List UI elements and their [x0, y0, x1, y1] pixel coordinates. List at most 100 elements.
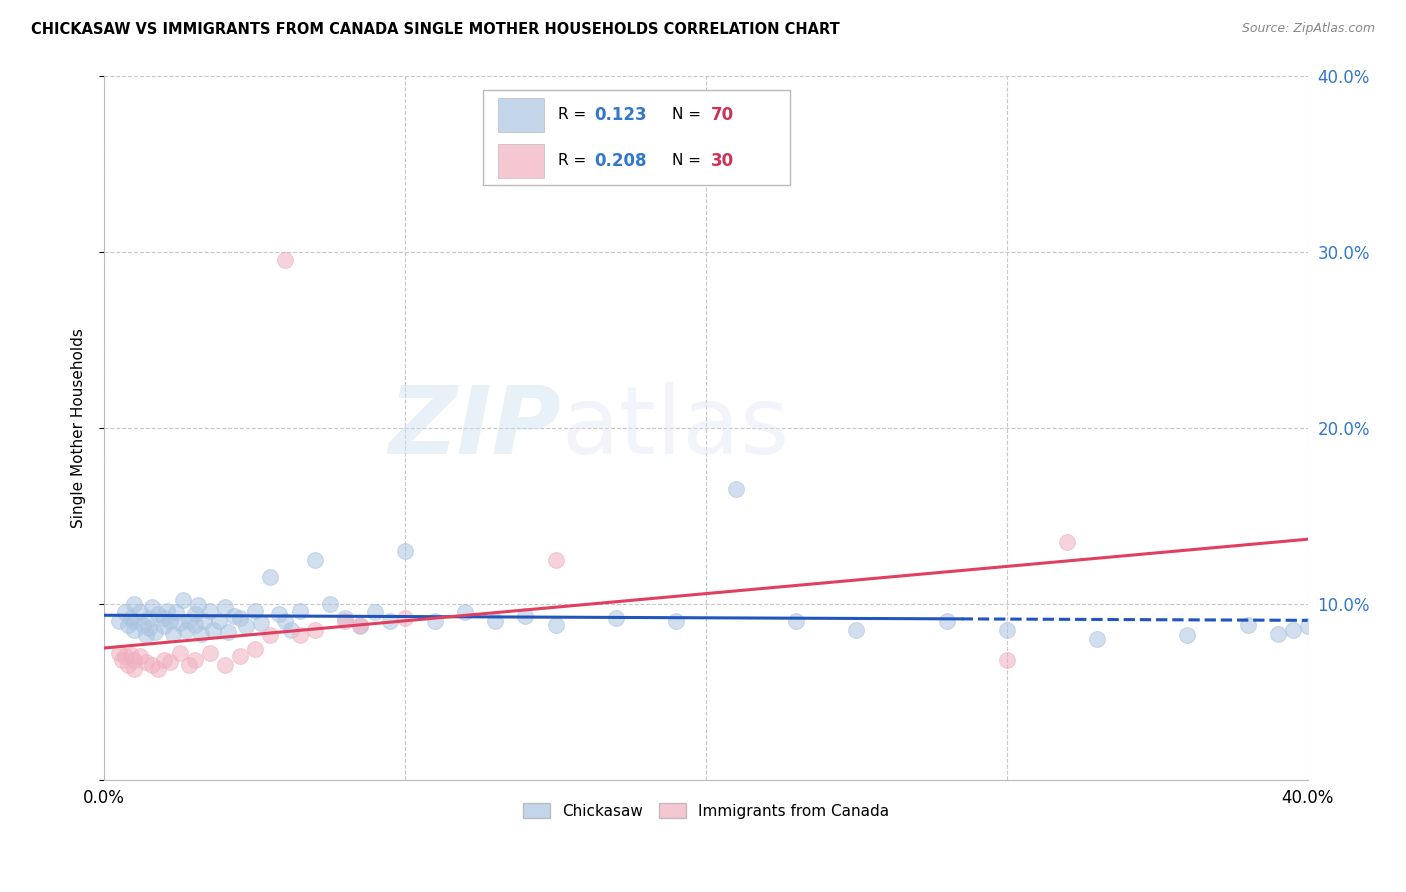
Point	[153, 619, 176, 633]
Point	[148, 662, 170, 676]
Point	[217, 624, 239, 639]
Point	[124, 653, 146, 667]
Point	[124, 597, 146, 611]
Point	[378, 614, 401, 628]
Point	[304, 552, 326, 566]
Point	[259, 628, 281, 642]
Point	[108, 646, 131, 660]
Point	[259, 570, 281, 584]
Text: 0.208: 0.208	[595, 152, 647, 169]
Legend: Chickasaw, Immigrants from Canada: Chickasaw, Immigrants from Canada	[516, 797, 896, 825]
Point	[120, 648, 142, 662]
Point	[243, 642, 266, 657]
Point	[129, 606, 152, 620]
Text: 70: 70	[711, 106, 734, 124]
Text: R =: R =	[558, 153, 591, 169]
Point	[785, 614, 807, 628]
Point	[159, 614, 181, 628]
Point	[288, 628, 311, 642]
Point	[1056, 535, 1078, 549]
Point	[349, 617, 371, 632]
Point	[124, 623, 146, 637]
FancyBboxPatch shape	[484, 89, 790, 185]
Point	[153, 610, 176, 624]
Point	[1267, 626, 1289, 640]
Point	[280, 623, 302, 637]
Text: R =: R =	[558, 107, 591, 122]
Point	[274, 614, 297, 628]
Point	[177, 658, 200, 673]
Point	[725, 482, 748, 496]
Y-axis label: Single Mother Households: Single Mother Households	[72, 327, 86, 527]
Point	[333, 610, 356, 624]
Point	[1281, 623, 1303, 637]
Point	[484, 614, 506, 628]
Point	[214, 658, 236, 673]
Point	[148, 607, 170, 622]
Point	[183, 653, 205, 667]
Point	[198, 604, 221, 618]
Point	[169, 646, 191, 660]
Point	[243, 604, 266, 618]
Point	[333, 614, 356, 628]
Point	[394, 610, 416, 624]
Point	[605, 610, 627, 624]
Text: 0.123: 0.123	[595, 106, 647, 124]
Point	[141, 658, 163, 673]
Point	[515, 608, 537, 623]
Point	[1085, 632, 1108, 646]
Point	[544, 617, 567, 632]
Point	[166, 606, 188, 620]
Point	[995, 653, 1018, 667]
Point	[135, 655, 157, 669]
Point	[183, 607, 205, 622]
FancyBboxPatch shape	[498, 98, 544, 132]
Point	[169, 615, 191, 630]
Point	[228, 649, 250, 664]
Point	[124, 662, 146, 676]
Point	[274, 253, 297, 268]
Point	[425, 614, 447, 628]
Point	[319, 597, 342, 611]
Point	[159, 655, 181, 669]
Text: Source: ZipAtlas.com: Source: ZipAtlas.com	[1241, 22, 1375, 36]
Point	[156, 604, 179, 618]
Point	[193, 614, 215, 628]
Point	[174, 623, 197, 637]
Point	[544, 552, 567, 566]
Point	[141, 600, 163, 615]
Point	[394, 543, 416, 558]
Point	[1175, 628, 1198, 642]
FancyBboxPatch shape	[498, 144, 544, 178]
Text: CHICKASAW VS IMMIGRANTS FROM CANADA SINGLE MOTHER HOUSEHOLDS CORRELATION CHART: CHICKASAW VS IMMIGRANTS FROM CANADA SING…	[31, 22, 839, 37]
Point	[267, 607, 290, 622]
Point	[124, 614, 146, 628]
Point	[114, 606, 136, 620]
Point	[214, 600, 236, 615]
Point	[288, 604, 311, 618]
Point	[454, 606, 477, 620]
Point	[111, 653, 134, 667]
Point	[138, 610, 160, 624]
Point	[304, 623, 326, 637]
Point	[117, 617, 139, 632]
Point	[183, 617, 205, 632]
Point	[222, 608, 245, 623]
Point	[207, 614, 229, 628]
Point	[132, 617, 155, 632]
Point	[117, 658, 139, 673]
Point	[249, 615, 271, 630]
Text: N =: N =	[672, 107, 706, 122]
Point	[120, 610, 142, 624]
Point	[364, 606, 387, 620]
Point	[190, 626, 212, 640]
Point	[228, 610, 250, 624]
Point	[1296, 619, 1319, 633]
Point	[114, 649, 136, 664]
Point	[935, 614, 957, 628]
Point	[187, 599, 209, 613]
Point	[349, 619, 371, 633]
Text: N =: N =	[672, 153, 706, 169]
Point	[145, 624, 167, 639]
Text: ZIP: ZIP	[388, 382, 561, 474]
